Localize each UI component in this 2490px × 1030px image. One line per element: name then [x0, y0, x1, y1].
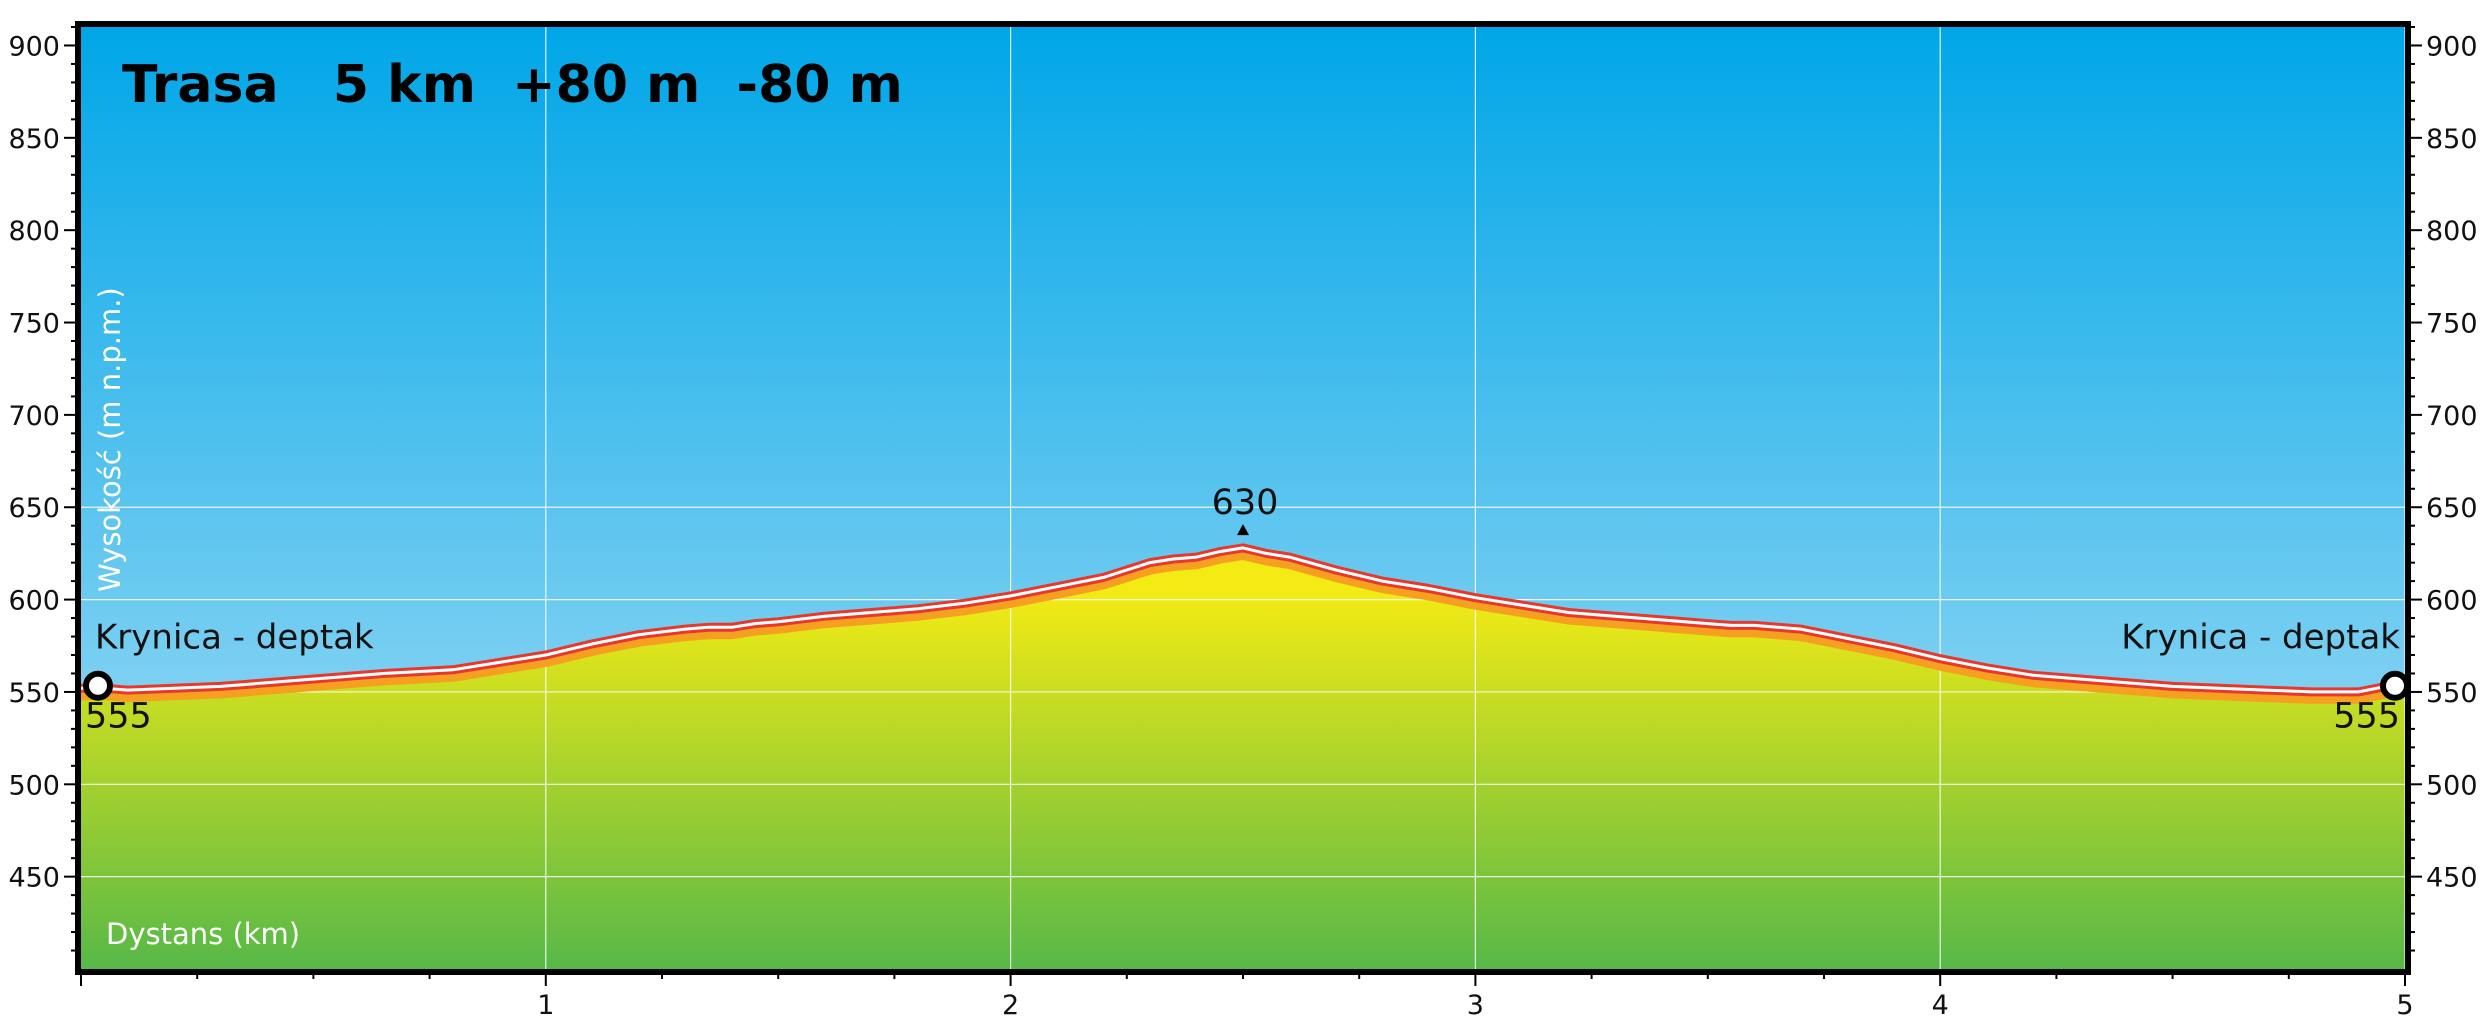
- waypoint-marker: [83, 670, 113, 701]
- y-tick-label: 650: [8, 493, 60, 524]
- x-axis-label: Dystans (km): [106, 917, 300, 951]
- peak-elevation-label: 630: [1212, 483, 1279, 523]
- y-tick-label: 800: [2426, 216, 2478, 247]
- y-tick-label: 700: [2426, 401, 2478, 432]
- y-tick-label: 850: [2426, 124, 2478, 155]
- y-tick-label: 650: [2426, 493, 2478, 524]
- y-tick-label: 750: [8, 309, 60, 340]
- x-tick-label: 4: [1932, 990, 1949, 1021]
- waypoint-elevation-label: 555: [2333, 697, 2400, 737]
- y-tick-label: 600: [2426, 586, 2478, 617]
- x-tick-label: 1: [537, 990, 554, 1021]
- y-tick-label: 550: [2426, 678, 2478, 709]
- waypoint-name-label: Krynica - deptak: [95, 618, 374, 658]
- x-tick-label: 2: [1002, 990, 1019, 1021]
- route-markers: Krynica - deptak 555 Krynica - deptak 555 63…: [83, 483, 2410, 737]
- y-tick-label: 500: [2426, 770, 2478, 801]
- y-tick-label: 700: [8, 401, 60, 432]
- y-tick-label: 600: [8, 586, 60, 617]
- y-tick-label: 850: [8, 124, 60, 155]
- y-axis-right: 450 500 550 600 650 700 750 800 850 900: [2408, 26, 2478, 952]
- x-tick-label: 3: [1467, 990, 1484, 1021]
- waypoint-marker: [2380, 670, 2410, 701]
- y-tick-label: 900: [2426, 31, 2478, 62]
- elevation-ground-edge: [81, 547, 2407, 704]
- y-axis-left: 450 500 550 600 650 700 750 800 850 900: [8, 26, 78, 952]
- waypoint-name-label: Krynica - deptak: [2121, 618, 2400, 658]
- peak-marker: [1237, 524, 1249, 536]
- y-tick-label: 900: [8, 31, 60, 62]
- x-axis: 1 2 3 4 5: [80, 972, 2414, 1021]
- y-tick-label: 550: [8, 678, 60, 709]
- elevation-line-core: [81, 546, 2406, 694]
- y-tick-label: 450: [2426, 863, 2478, 894]
- y-tick-label: 450: [8, 863, 60, 894]
- chart-title: Trasa 5 km +80 m -80 m: [122, 55, 903, 115]
- y-axis-label: Wysokość (m n.p.m.): [93, 287, 127, 592]
- x-tick-label: 5: [2396, 990, 2413, 1021]
- elevation-ground-area: [81, 547, 2405, 969]
- y-tick-label: 500: [8, 770, 60, 801]
- y-tick-label: 750: [2426, 309, 2478, 340]
- waypoint-elevation-label: 555: [85, 697, 152, 737]
- y-tick-label: 800: [8, 216, 60, 247]
